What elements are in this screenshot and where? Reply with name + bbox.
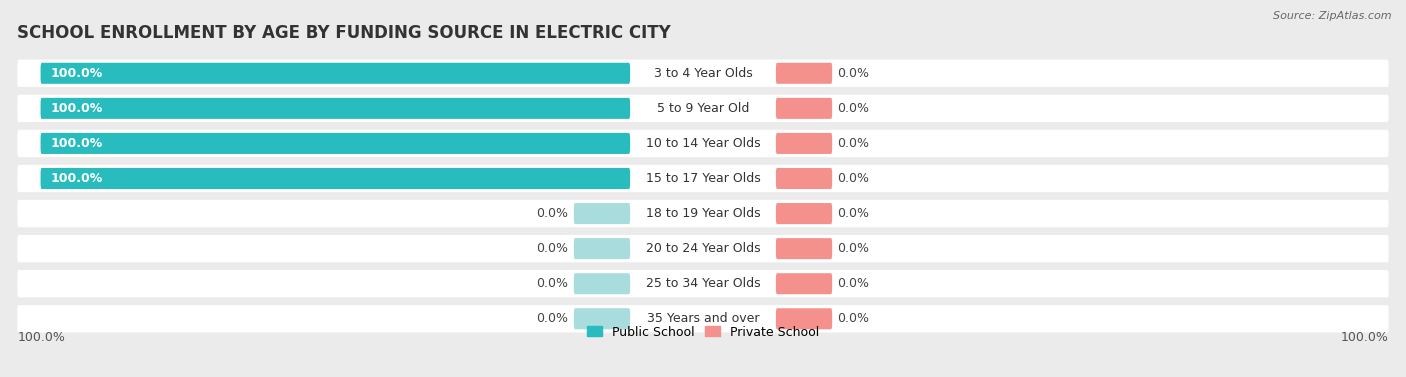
Text: 0.0%: 0.0% — [838, 137, 869, 150]
Text: 35 Years and over: 35 Years and over — [647, 312, 759, 325]
FancyBboxPatch shape — [17, 305, 1389, 333]
Legend: Public School, Private School: Public School, Private School — [582, 320, 824, 343]
FancyBboxPatch shape — [41, 168, 630, 189]
FancyBboxPatch shape — [41, 63, 630, 84]
Text: 100.0%: 100.0% — [51, 172, 103, 185]
FancyBboxPatch shape — [776, 238, 832, 259]
Text: 100.0%: 100.0% — [51, 102, 103, 115]
FancyBboxPatch shape — [776, 63, 832, 84]
Text: 5 to 9 Year Old: 5 to 9 Year Old — [657, 102, 749, 115]
FancyBboxPatch shape — [41, 98, 630, 119]
Text: 0.0%: 0.0% — [537, 277, 568, 290]
FancyBboxPatch shape — [17, 235, 1389, 262]
Text: 18 to 19 Year Olds: 18 to 19 Year Olds — [645, 207, 761, 220]
Text: 15 to 17 Year Olds: 15 to 17 Year Olds — [645, 172, 761, 185]
Text: 100.0%: 100.0% — [51, 67, 103, 80]
FancyBboxPatch shape — [17, 165, 1389, 192]
FancyBboxPatch shape — [17, 200, 1389, 227]
FancyBboxPatch shape — [776, 133, 832, 154]
FancyBboxPatch shape — [574, 273, 630, 294]
Text: 0.0%: 0.0% — [838, 242, 869, 255]
FancyBboxPatch shape — [41, 133, 630, 154]
Text: 0.0%: 0.0% — [838, 277, 869, 290]
Text: 3 to 4 Year Olds: 3 to 4 Year Olds — [654, 67, 752, 80]
FancyBboxPatch shape — [574, 238, 630, 259]
Text: 100.0%: 100.0% — [51, 137, 103, 150]
FancyBboxPatch shape — [776, 203, 832, 224]
FancyBboxPatch shape — [574, 308, 630, 329]
Text: 0.0%: 0.0% — [838, 102, 869, 115]
FancyBboxPatch shape — [17, 60, 1389, 87]
Text: 0.0%: 0.0% — [537, 242, 568, 255]
Text: 100.0%: 100.0% — [17, 331, 65, 344]
FancyBboxPatch shape — [776, 273, 832, 294]
Text: 100.0%: 100.0% — [1341, 331, 1389, 344]
Text: 0.0%: 0.0% — [838, 67, 869, 80]
FancyBboxPatch shape — [17, 95, 1389, 122]
Text: 0.0%: 0.0% — [537, 207, 568, 220]
FancyBboxPatch shape — [17, 270, 1389, 297]
Text: 0.0%: 0.0% — [838, 312, 869, 325]
Text: 0.0%: 0.0% — [838, 207, 869, 220]
FancyBboxPatch shape — [776, 168, 832, 189]
Text: 10 to 14 Year Olds: 10 to 14 Year Olds — [645, 137, 761, 150]
Text: SCHOOL ENROLLMENT BY AGE BY FUNDING SOURCE IN ELECTRIC CITY: SCHOOL ENROLLMENT BY AGE BY FUNDING SOUR… — [17, 25, 671, 43]
FancyBboxPatch shape — [574, 203, 630, 224]
FancyBboxPatch shape — [17, 130, 1389, 157]
FancyBboxPatch shape — [776, 308, 832, 329]
Text: Source: ZipAtlas.com: Source: ZipAtlas.com — [1274, 11, 1392, 21]
FancyBboxPatch shape — [776, 98, 832, 119]
Text: 0.0%: 0.0% — [838, 172, 869, 185]
Text: 20 to 24 Year Olds: 20 to 24 Year Olds — [645, 242, 761, 255]
Text: 0.0%: 0.0% — [537, 312, 568, 325]
Text: 25 to 34 Year Olds: 25 to 34 Year Olds — [645, 277, 761, 290]
